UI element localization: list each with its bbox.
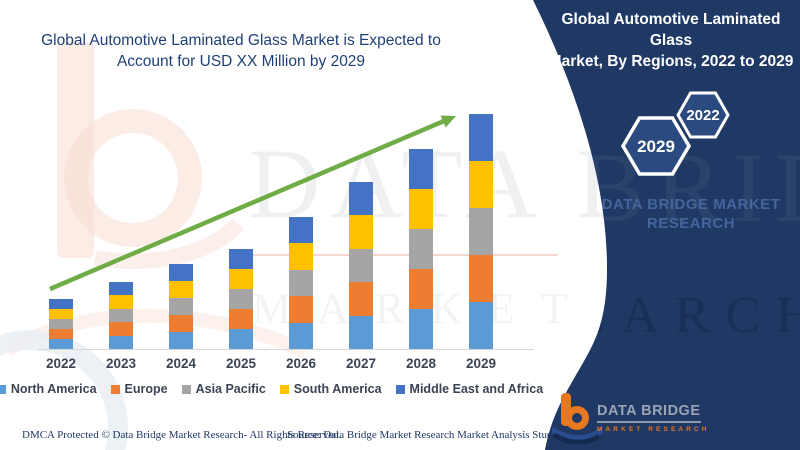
bar-segment-europe [289, 296, 313, 323]
bar-segment-north-america [409, 309, 433, 349]
bar-segment-south-america [289, 243, 313, 270]
hexagon-2022-label: 2022 [686, 107, 719, 124]
chart-title-line2: Account for USD XX Million by 2029 [116, 53, 366, 70]
chart-legend: North America Europe Asia Pacific South Ame… [0, 382, 543, 396]
x-axis-label: 2027 [345, 356, 377, 371]
logo-title: DATA BRIDGE [597, 403, 701, 423]
bar-segment-middle-east-and-africa [109, 281, 133, 295]
legend-label: Asia Pacific [195, 382, 266, 396]
legend-label: South America [293, 382, 382, 396]
bar-segment-north-america [289, 322, 313, 349]
bar-segment-asia-pacific [49, 319, 73, 329]
bar-segment-europe [229, 309, 253, 329]
dmca-footer-text: DMCA Protected © Data Bridge Market Rese… [22, 429, 342, 441]
bar-segment-middle-east-and-africa [49, 299, 73, 309]
brand-wordmark: DATA BRIDGE MARKET RESEARCH [560, 195, 800, 233]
x-axis-label: 2028 [405, 356, 437, 371]
bar-segment-europe [409, 269, 433, 309]
brand-line2: RESEARCH [646, 215, 736, 232]
bar-segment-middle-east-and-africa [469, 114, 493, 161]
legend-swatch [181, 384, 191, 394]
data-bridge-logo-icon [552, 393, 604, 444]
bar-segment-north-america [469, 302, 493, 349]
hexagon-2029-label: 2029 [637, 137, 675, 156]
plot-area: 2022 2023 2024 2025 2026 2027 2028 2029 [38, 114, 534, 371]
bar-segment-north-america [49, 339, 73, 349]
legend-label: Europe [124, 382, 168, 396]
bar-segment-europe [49, 329, 73, 339]
bar-segment-asia-pacific [349, 248, 373, 282]
bar-segment-middle-east-and-africa [409, 149, 433, 189]
logo-subtitle: MARKET RESEARCH [597, 426, 710, 433]
bar-segment-asia-pacific [409, 229, 433, 269]
panel-shape [533, 0, 800, 450]
bar-segment-north-america [169, 332, 193, 349]
chart-title-line1: Global Automotive Laminated Glass Market… [41, 32, 441, 49]
x-axis-label: 2023 [105, 356, 137, 371]
data-bridge-logo: DATA BRIDGE MARKET RESEARCH [552, 388, 762, 444]
bar-segment-south-america [229, 269, 253, 289]
bar-segment-north-america [349, 315, 373, 349]
bar-segment-europe [169, 315, 193, 332]
legend-item: North America [0, 382, 97, 396]
bar-segment-south-america [109, 295, 133, 309]
brand-line1: DATA BRIDGE MARKET [601, 196, 781, 213]
legend-item: Asia Pacific [181, 382, 266, 396]
legend-item: South America [279, 382, 382, 396]
bar-segment-south-america [49, 309, 73, 319]
bar-segment-middle-east-and-africa [229, 249, 253, 269]
x-axis-label: 2025 [225, 356, 257, 371]
x-axis-label: 2024 [165, 356, 197, 371]
bar-segment-asia-pacific [469, 208, 493, 255]
x-axis-line [38, 349, 534, 350]
x-axis-label: 2029 [465, 356, 497, 371]
hexagon-2022-badge [676, 91, 730, 139]
bar-segment-middle-east-and-africa [169, 264, 193, 281]
bar-segment-south-america [349, 215, 373, 249]
bar-segment-asia-pacific [289, 269, 313, 296]
bar-segment-asia-pacific [229, 289, 253, 309]
hexagon-2029-badge [620, 116, 692, 176]
source-footer-text: Source: Data Bridge Market Research Mark… [287, 429, 583, 441]
legend-swatch [0, 384, 6, 394]
bar-segment-europe [469, 255, 493, 302]
legend-item: Europe [110, 382, 168, 396]
panel-title-line1: Global Automotive Laminated Glass [561, 11, 781, 49]
bar-segment-asia-pacific [169, 298, 193, 315]
legend-label: North America [10, 382, 97, 396]
legend-swatch [395, 384, 405, 394]
growth-arrow-icon [49, 115, 456, 292]
legend-swatch [279, 384, 289, 394]
panel-title-line2: Market, By Regions, 2022 to 2029 [548, 53, 794, 70]
legend-item: Middle East and Africa [395, 382, 544, 396]
bar-segment-north-america [109, 335, 133, 349]
x-axis-label: 2026 [285, 356, 317, 371]
bar-segment-middle-east-and-africa [349, 181, 373, 215]
watermark-underline [246, 254, 558, 256]
bar-segment-south-america [169, 281, 193, 298]
legend-swatch [110, 384, 120, 394]
panel-title: Global Automotive Laminated Glass Market… [545, 9, 797, 72]
bar-segment-north-america [229, 329, 253, 349]
bar-segment-middle-east-and-africa [289, 216, 313, 243]
bar-segment-asia-pacific [109, 308, 133, 322]
bar-segment-europe [349, 282, 373, 316]
x-axis-label: 2022 [45, 356, 77, 371]
bar-segment-south-america [469, 161, 493, 208]
chart-title: Global Automotive Laminated Glass Market… [10, 30, 472, 72]
legend-label: Middle East and Africa [409, 382, 544, 396]
bar-segment-south-america [409, 189, 433, 229]
bar-segment-europe [109, 322, 133, 336]
